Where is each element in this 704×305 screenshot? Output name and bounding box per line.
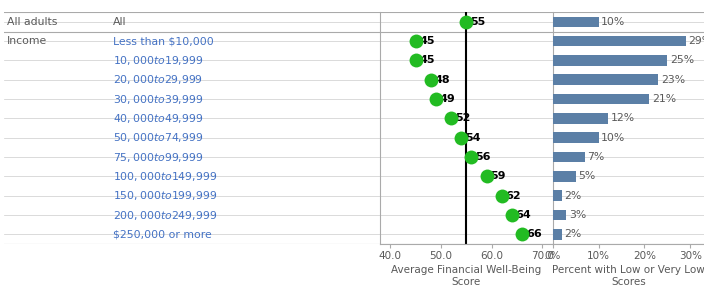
Bar [553,16,598,27]
Text: $150,000 to $199,999: $150,000 to $199,999 [113,189,217,202]
Bar [553,94,649,104]
Text: $100,000  to $149,999: $100,000 to $149,999 [113,170,217,183]
Text: $20,000 to $29,999: $20,000 to $29,999 [113,73,203,86]
Point [410,39,421,44]
Text: All adults: All adults [7,17,58,27]
X-axis label: Percent with Low or Very Low
Scores: Percent with Low or Very Low Scores [552,265,704,287]
Point [425,77,436,82]
Bar [553,74,658,85]
Text: Less than $10,000: Less than $10,000 [113,36,213,46]
Text: $200,000 to $249,999: $200,000 to $249,999 [113,209,217,221]
Text: 62: 62 [505,191,521,201]
Point [455,135,467,140]
Point [410,58,421,63]
Text: 54: 54 [465,133,480,143]
Text: 55: 55 [470,17,485,27]
Point [517,232,528,237]
Text: $10,000 to $19,999: $10,000 to $19,999 [113,54,203,67]
X-axis label: Average Financial Well-Being
Score: Average Financial Well-Being Score [391,265,541,287]
Text: 5%: 5% [578,171,596,181]
Text: 3%: 3% [569,210,586,220]
Text: $50,000 to $74,999: $50,000 to $74,999 [113,131,203,144]
Bar [553,132,598,143]
Text: 12%: 12% [610,113,634,124]
Text: 2%: 2% [565,229,582,239]
Point [506,213,517,217]
Bar [553,152,585,162]
Point [496,193,508,198]
Point [446,116,457,121]
Text: 52: 52 [455,113,470,124]
Text: 25%: 25% [670,56,694,66]
Text: 66: 66 [526,229,541,239]
Text: 48: 48 [434,75,450,85]
Point [430,97,441,102]
Text: $30,000 to $39,999: $30,000 to $39,999 [113,93,203,106]
Text: $40,000 to $49,999: $40,000 to $49,999 [113,112,203,125]
Text: $250,000 or more: $250,000 or more [113,229,211,239]
Text: 59: 59 [490,171,505,181]
Point [466,155,477,160]
Text: 10%: 10% [601,17,626,27]
Text: 10%: 10% [601,133,626,143]
Text: 49: 49 [439,94,455,104]
Text: 64: 64 [515,210,532,220]
Text: 29%: 29% [689,36,704,46]
Text: 45: 45 [419,56,435,66]
Bar [553,55,667,66]
Text: 56: 56 [475,152,491,162]
Text: 45: 45 [419,36,435,46]
Text: 2%: 2% [565,191,582,201]
Bar [553,36,686,46]
Point [481,174,492,179]
Point [460,20,472,24]
Bar [553,113,608,124]
Text: All: All [113,17,126,27]
Text: 7%: 7% [588,152,605,162]
Text: Income: Income [7,36,48,46]
Text: $75,000 to $99,999: $75,000 to $99,999 [113,151,203,163]
Bar [553,229,562,240]
Text: 23%: 23% [661,75,685,85]
Bar [553,171,576,182]
Text: 21%: 21% [652,94,676,104]
Bar [553,210,567,220]
Bar [553,190,562,201]
